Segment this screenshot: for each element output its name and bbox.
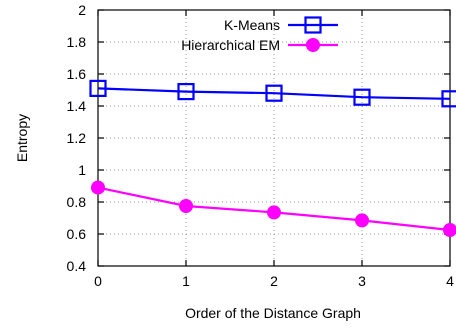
x-tick-label: 0 [94,273,102,289]
legend-label: K-Means [224,17,280,33]
y-tick-label: 1 [78,162,86,178]
x-tick-label: 3 [358,273,366,289]
y-tick-label: 0.4 [67,258,87,274]
data-point [267,205,281,219]
series-k-means [91,81,456,106]
data-point [443,223,456,237]
series-hierarchical-em [91,181,456,237]
series-line [98,88,450,98]
y-axis-label: Entropy [14,114,30,162]
y-tick-label: 2 [78,2,86,18]
legend: K-Means Hierarchical EM [181,17,338,53]
legend-label: Hierarchical EM [181,37,280,53]
y-tick-label: 1.6 [67,66,87,82]
data-point [355,213,369,227]
data-point [91,181,105,195]
y-tick-label: 1.8 [67,34,87,50]
x-tick-label: 4 [446,273,454,289]
y-tick-label: 0.6 [67,226,87,242]
x-tick-label: 1 [182,273,190,289]
y-tick-label: 1.4 [67,98,87,114]
data-point [179,199,193,213]
y-tick-label: 0.8 [67,194,87,210]
series-layer [91,81,456,237]
legend-marker [306,38,320,52]
x-axis-label: Order of the Distance Graph [185,305,361,321]
x-tick-label: 2 [270,273,278,289]
y-tick-label: 1.2 [67,130,87,146]
